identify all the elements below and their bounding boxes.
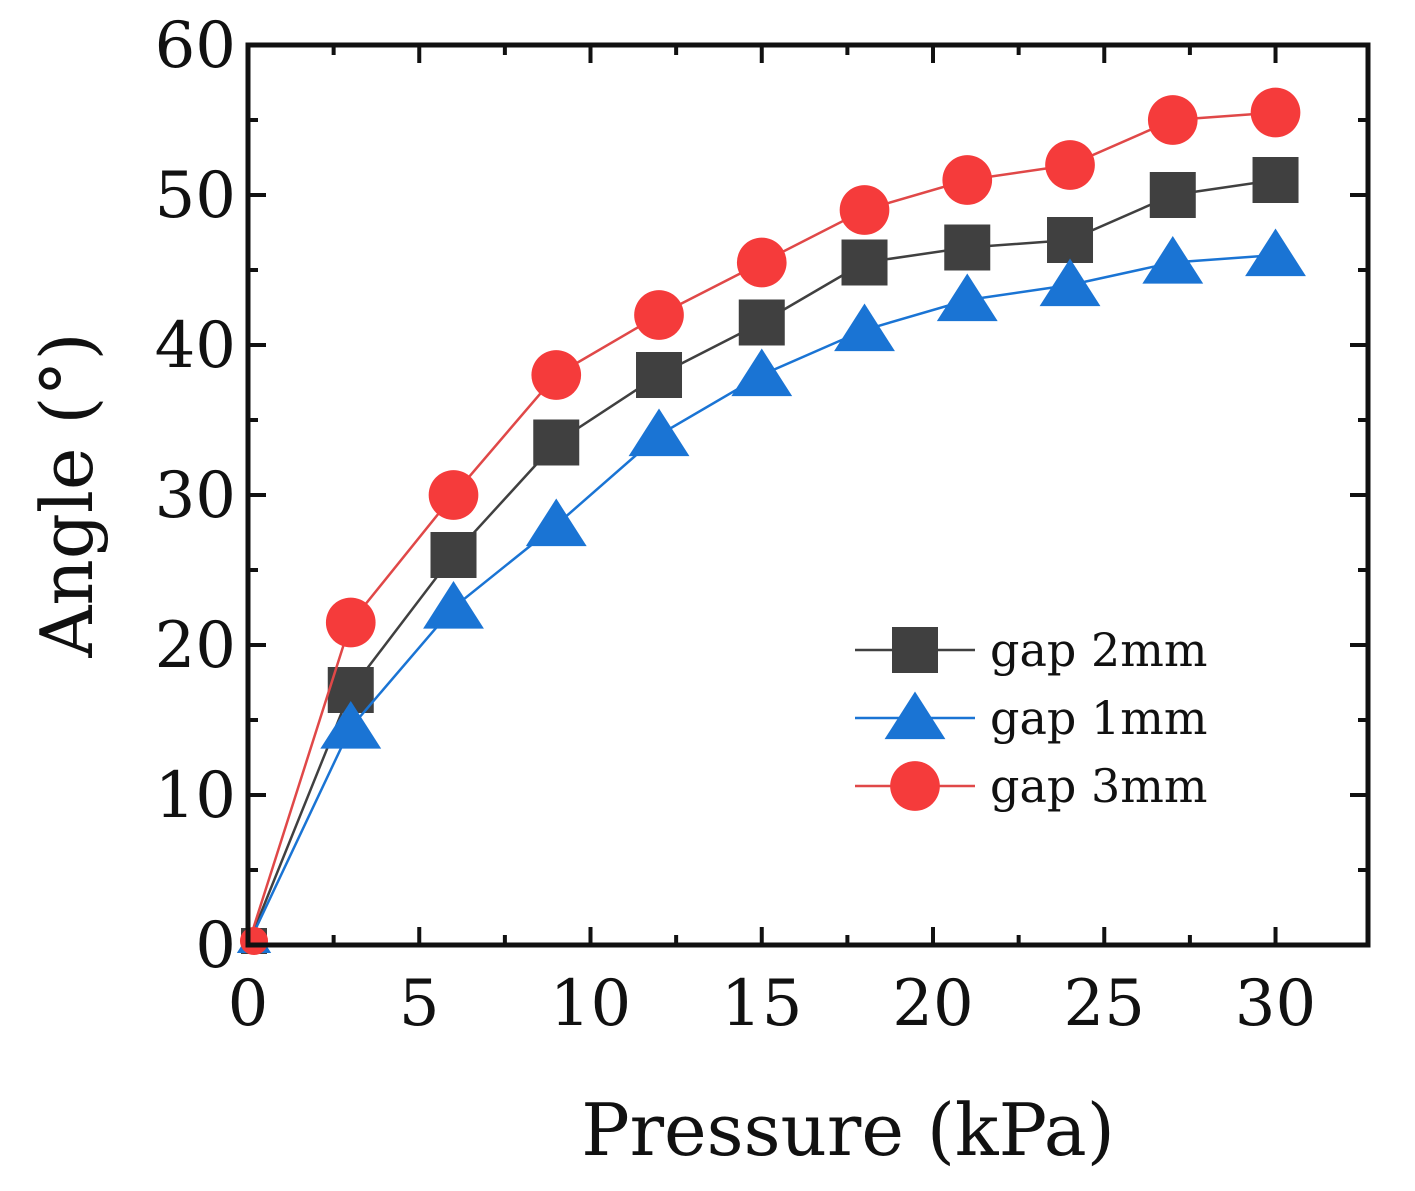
data-point — [320, 701, 382, 749]
series-line — [246, 111, 1276, 946]
data-point — [834, 303, 895, 352]
legend-marker — [892, 627, 938, 673]
data-point — [1250, 87, 1301, 138]
data-point — [1149, 172, 1196, 218]
data-point — [239, 926, 269, 956]
y-axis-title: Angle (°) — [25, 332, 109, 658]
data-point — [839, 185, 890, 235]
y-tick-label: 10 — [155, 759, 236, 833]
data-point — [628, 408, 690, 457]
data-point — [944, 224, 991, 271]
legend-label: gap 2mm — [990, 623, 1207, 677]
legend-item: gap 2mm — [855, 623, 1207, 677]
y-tick-label: 60 — [155, 9, 236, 83]
legend: gap 2mm gap 1mm gap 3mm — [855, 623, 1207, 813]
data-point — [1252, 157, 1299, 203]
data-point — [325, 597, 376, 648]
x-tick-label: 5 — [399, 967, 440, 1041]
data-point — [428, 470, 479, 520]
legend-label: gap 3mm — [990, 759, 1207, 813]
data-point — [634, 290, 684, 340]
series-line — [246, 178, 1276, 946]
legend-marker — [884, 691, 946, 740]
x-tick-label: 30 — [1235, 967, 1316, 1041]
x-tick-label: 0 — [228, 967, 269, 1041]
data-point — [423, 581, 484, 629]
data-point — [736, 237, 787, 288]
y-tick-label: 30 — [155, 459, 236, 533]
data-point — [942, 155, 993, 205]
data-point — [636, 352, 683, 398]
y-tick-label: 50 — [155, 159, 236, 233]
data-point — [531, 350, 582, 400]
y-tick-label: 40 — [155, 309, 236, 383]
tick-labels: 0 5 10 15 20 25 30 0 10 20 30 40 50 60 — [155, 9, 1317, 1041]
x-tick-label: 25 — [1064, 967, 1145, 1041]
legend-label: gap 1mm — [990, 691, 1207, 745]
series-layer — [236, 87, 1306, 956]
data-point — [1047, 217, 1094, 263]
legend-item: gap 3mm — [855, 759, 1207, 813]
series-gap-3mm — [239, 87, 1301, 956]
data-point — [738, 299, 785, 346]
legend-item: gap 1mm — [855, 691, 1207, 745]
x-tick-label: 10 — [550, 967, 631, 1041]
data-point — [430, 532, 477, 578]
data-point — [1142, 236, 1204, 284]
y-tick-label: 0 — [195, 909, 236, 983]
plot-frame — [245, 42, 1371, 948]
series-gap-2mm — [241, 157, 1299, 954]
data-point — [1045, 140, 1095, 190]
data-point — [1147, 95, 1198, 145]
data-point — [936, 273, 998, 322]
data-point — [1039, 258, 1101, 307]
x-tick-label: 20 — [892, 967, 973, 1041]
legend-marker — [890, 761, 940, 811]
data-point — [841, 239, 888, 286]
data-point — [1245, 228, 1306, 277]
x-tick-label: 15 — [721, 967, 802, 1041]
y-tick-label: 20 — [155, 609, 236, 683]
x-axis-title: Pressure (kPa) — [581, 1088, 1115, 1172]
data-point — [533, 419, 580, 466]
data-point — [525, 498, 587, 547]
data-point — [731, 348, 793, 397]
